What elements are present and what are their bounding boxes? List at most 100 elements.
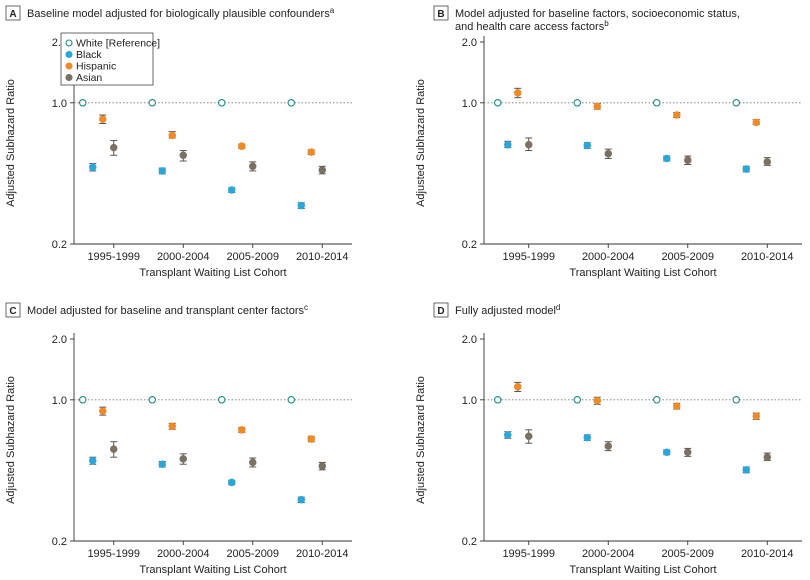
- legend-marker: [65, 62, 73, 70]
- point-asian: [110, 445, 118, 453]
- point-black: [89, 163, 97, 171]
- point-asian: [763, 158, 771, 166]
- y-tick-label: 1.0: [462, 98, 477, 110]
- point-hispanic: [99, 407, 107, 415]
- legend-label: Black: [76, 49, 102, 61]
- point-black: [297, 496, 305, 504]
- panel-letter: C: [9, 306, 16, 317]
- panel-letter: D: [437, 306, 444, 317]
- point-hispanic: [672, 402, 681, 410]
- point-asian: [179, 455, 188, 463]
- y-tick-label: 0.2: [462, 536, 477, 548]
- point-white-reference: [218, 396, 226, 404]
- point-hispanic: [752, 118, 760, 127]
- point-hispanic: [513, 383, 522, 391]
- panel-title-line2-text: and health care access factors: [455, 21, 605, 33]
- point-black: [503, 431, 512, 439]
- x-tick-label: 1995-1999: [87, 548, 140, 560]
- point-black: [583, 141, 591, 150]
- point-black: [503, 140, 512, 149]
- point-hispanic: [168, 422, 177, 430]
- point-asian: [763, 453, 771, 461]
- x-tick-label: 1995-1999: [502, 548, 555, 560]
- y-axis-title: Adjusted Subhazard Ratio: [415, 79, 427, 207]
- point-asian: [179, 151, 188, 160]
- point-hispanic: [307, 435, 315, 443]
- x-tick-label: 2005-2009: [661, 548, 714, 560]
- y-tick-label: 2.0: [52, 334, 67, 346]
- y-axis-title: Adjusted Subhazard Ratio: [5, 79, 17, 207]
- x-tick-label: 2005-2009: [226, 251, 279, 263]
- point-asian: [683, 448, 692, 457]
- point-asian: [318, 462, 326, 470]
- x-tick-label: 2000-2004: [582, 251, 635, 263]
- panel-title: Model adjusted for baseline factors, soc…: [455, 8, 740, 20]
- point-black: [662, 154, 671, 163]
- point-white-reference: [79, 99, 87, 107]
- x-tick-label: 2010-2014: [741, 548, 794, 560]
- point-asian: [604, 442, 612, 450]
- point-hispanic: [513, 89, 522, 97]
- point-white-reference: [493, 396, 502, 404]
- x-tick-label: 2000-2004: [157, 548, 210, 560]
- point-asian: [318, 166, 326, 174]
- point-black: [228, 186, 236, 194]
- panel-title-text: Fully adjusted model: [455, 305, 556, 317]
- point-white-reference: [652, 396, 661, 404]
- x-tick-label: 2010-2014: [741, 251, 794, 263]
- y-tick-label: 0.2: [52, 536, 67, 548]
- panel-title-line1: Model adjusted for baseline factors, soc…: [455, 8, 740, 20]
- x-tick-label: 1995-1999: [87, 251, 140, 263]
- point-black: [158, 460, 167, 468]
- panel-title-text: Baseline model adjusted for biologically…: [27, 8, 330, 20]
- x-tick-label: 2005-2009: [661, 251, 714, 263]
- point-white-reference: [287, 396, 295, 404]
- panel-letter-badge: [433, 302, 449, 318]
- legend-label: Asian: [76, 72, 102, 84]
- panel-letter-badge: [5, 5, 21, 21]
- panel-d: D Fully adjusted modeld 0.2 1.0 2.0 1995-1999…: [415, 302, 802, 576]
- panel-footnote: a: [330, 6, 335, 15]
- x-axis-title: Transplant Waiting List Cohort: [139, 564, 286, 576]
- panel-letter-badge: [5, 302, 21, 318]
- point-black: [89, 456, 97, 465]
- point-white-reference: [573, 396, 581, 404]
- panel-footnote: d: [556, 303, 560, 312]
- x-tick-label: 2010-2014: [296, 548, 349, 560]
- point-hispanic: [99, 115, 107, 123]
- point-asian: [249, 458, 257, 467]
- panel-c: C Model adjusted for baseline and transpl…: [5, 302, 352, 576]
- panel-a: A Baseline model adjusted for biologicall…: [5, 5, 352, 279]
- panel-title: Model adjusted for baseline and transpla…: [27, 303, 308, 317]
- point-white-reference: [732, 396, 740, 404]
- point-hispanic: [168, 131, 177, 140]
- point-black: [158, 167, 167, 175]
- point-hispanic: [593, 396, 601, 405]
- point-hispanic: [672, 111, 681, 119]
- point-white-reference: [573, 99, 581, 107]
- point-asian: [683, 156, 692, 164]
- panel-title-line2: and health care access factorsb: [455, 19, 609, 33]
- point-asian: [249, 162, 257, 171]
- point-white-reference: [218, 99, 226, 107]
- panel-letter: A: [9, 9, 16, 20]
- point-black: [742, 165, 750, 173]
- panel-footnote: b: [604, 19, 609, 28]
- point-white-reference: [732, 99, 740, 107]
- y-tick-label: 2.0: [462, 37, 477, 49]
- point-black: [583, 433, 591, 442]
- point-black: [297, 201, 305, 210]
- point-white-reference: [79, 396, 87, 404]
- y-tick-label: 1.0: [52, 98, 67, 110]
- y-tick-label: 0.2: [462, 239, 477, 251]
- point-black: [228, 478, 236, 487]
- x-axis-title: Transplant Waiting List Cohort: [569, 564, 716, 576]
- y-axis-title: Adjusted Subhazard Ratio: [415, 376, 427, 504]
- legend-marker: [65, 39, 73, 47]
- legend-label: Hispanic: [76, 61, 116, 73]
- legend-label: White [Reference]: [76, 38, 160, 50]
- legend-marker: [65, 73, 73, 82]
- y-tick-label: 2.0: [462, 334, 477, 346]
- point-hispanic: [238, 426, 246, 434]
